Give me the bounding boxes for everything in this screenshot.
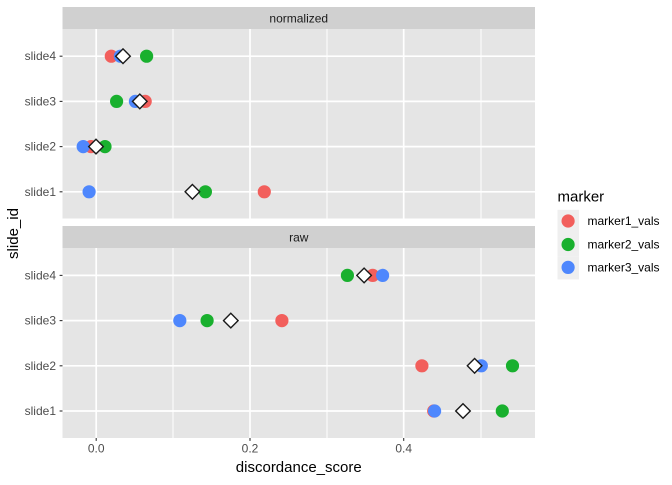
svg-text:marker1_vals: marker1_vals bbox=[588, 214, 660, 228]
svg-text:marker3_vals: marker3_vals bbox=[588, 261, 660, 275]
svg-text:normalized: normalized bbox=[269, 11, 328, 25]
svg-text:slide4: slide4 bbox=[25, 49, 57, 63]
svg-text:slide3: slide3 bbox=[25, 94, 57, 108]
svg-text:slide3: slide3 bbox=[25, 314, 57, 328]
svg-text:slide1: slide1 bbox=[25, 404, 57, 418]
svg-text:marker2_vals: marker2_vals bbox=[588, 238, 660, 252]
svg-text:0.0: 0.0 bbox=[88, 442, 105, 456]
svg-text:slide2: slide2 bbox=[25, 140, 57, 154]
svg-text:marker: marker bbox=[558, 189, 605, 206]
svg-text:slide4: slide4 bbox=[25, 268, 57, 282]
svg-text:discordance_score: discordance_score bbox=[236, 459, 362, 476]
svg-text:slide_id: slide_id bbox=[5, 208, 22, 259]
svg-text:slide2: slide2 bbox=[25, 359, 57, 373]
svg-text:0.4: 0.4 bbox=[395, 442, 412, 456]
svg-text:slide1: slide1 bbox=[25, 185, 57, 199]
svg-text:0.2: 0.2 bbox=[242, 442, 259, 456]
svg-text:raw: raw bbox=[289, 230, 309, 244]
